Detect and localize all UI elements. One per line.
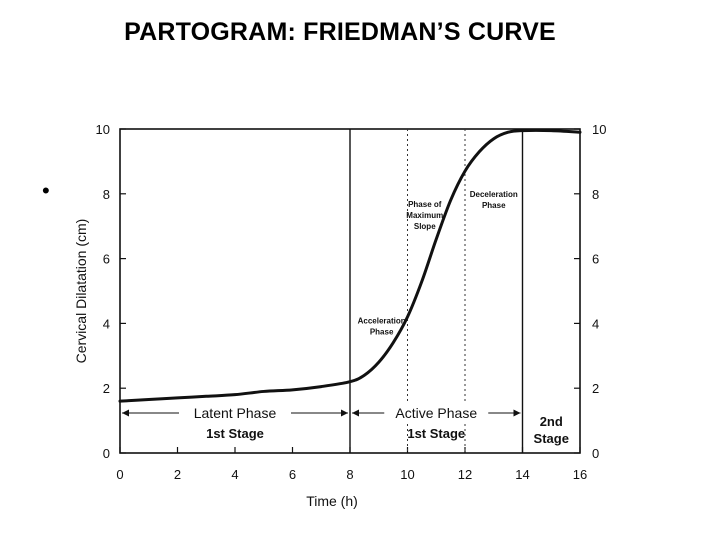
x-tick-label: 2 — [174, 467, 181, 482]
y-tick-label: 2 — [103, 381, 110, 396]
x-tick-label: 8 — [346, 467, 353, 482]
y-tick-label: 6 — [103, 252, 110, 267]
phase-label-bg — [179, 403, 291, 421]
phase-annotation: Phase — [482, 201, 506, 210]
y-tick-label: 4 — [103, 316, 110, 331]
dilatation-curve — [118, 128, 582, 403]
phase-annotation: Slope — [414, 222, 436, 231]
phase-annotation: Deceleration — [470, 190, 518, 199]
y-tick-label: 8 — [103, 187, 110, 202]
right-y-tick-label: 8 — [592, 187, 599, 202]
chart-marks: 0 2 4 6 8 10 12 14 16 0 2 4 6 8 10 0 2 4 6 8 10 Time (h) Cervi… — [73, 122, 606, 509]
x-tick-label: 0 — [116, 467, 123, 482]
y-tick-label: 10 — [96, 122, 110, 137]
right-y-tick-label: 0 — [592, 446, 599, 461]
right-y-tick-label: 4 — [592, 316, 599, 331]
phase-annotation: Phase of — [408, 200, 442, 209]
y-tick-label: 0 — [103, 446, 110, 461]
x-axis-title: Time (h) — [306, 493, 358, 509]
stage-label-second: 2nd — [540, 414, 563, 429]
right-y-tick-label: 10 — [592, 122, 606, 137]
phase-arrow-head-left — [352, 409, 359, 417]
right-y-tick-label: 2 — [592, 381, 599, 396]
stage-label-latent: 1st Stage — [206, 426, 264, 441]
x-tick-label: 14 — [515, 467, 529, 482]
phase-arrow-head-right — [513, 409, 521, 417]
x-tick-label: 10 — [400, 467, 414, 482]
y-axis-title: Cervical Dilatation (cm) — [73, 219, 89, 364]
x-tick-label: 12 — [458, 467, 472, 482]
right-y-tick-label: 6 — [592, 252, 599, 267]
phase-annotation: Acceleration — [358, 316, 406, 325]
x-tick-label: 6 — [289, 467, 296, 482]
slide-title: PARTOGRAM: FRIEDMAN’S CURVE — [124, 18, 556, 46]
phase-arrow-head-right — [341, 409, 348, 417]
stage-label-active: 1st Stage — [407, 426, 465, 441]
x-tick-label: 4 — [231, 467, 238, 482]
phase-label-bg — [384, 403, 489, 421]
phase-arrow-head-left — [122, 409, 129, 417]
stage-label-second-sub: Stage — [534, 431, 569, 446]
phase-label-latent: Latent Phase — [194, 405, 277, 421]
phase-annotation: Maximum — [406, 211, 443, 220]
phase-annotation: Phase — [370, 327, 394, 336]
bullet-point: • — [42, 178, 50, 203]
x-tick-label: 16 — [573, 467, 587, 482]
phase-label-active: Active Phase — [395, 405, 477, 421]
